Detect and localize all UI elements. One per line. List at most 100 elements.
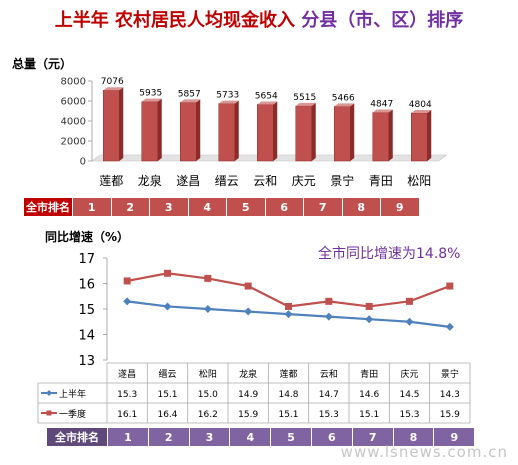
bar-top (411, 109, 432, 113)
rank-number: 4 (230, 428, 271, 446)
bar-side (196, 99, 201, 161)
data-label: 7076 (101, 77, 124, 87)
bar (372, 112, 389, 162)
data-point (445, 322, 454, 331)
data-point (324, 312, 333, 321)
bar-top (180, 99, 201, 103)
category-label: 遂昌 (118, 368, 136, 380)
rank-bar-label: 全市排名 (47, 428, 107, 446)
rank-number: 5 (227, 198, 265, 216)
table-value: 14.6 (359, 390, 379, 400)
rank-number: 8 (342, 198, 380, 216)
category-label: 景宁 (330, 173, 354, 188)
y-tick-label: 16 (78, 278, 95, 293)
series-line (126, 272, 451, 308)
table-value: 15.1 (278, 410, 298, 420)
bar-top (218, 100, 239, 104)
bar (411, 112, 428, 162)
data-label: 5515 (293, 93, 316, 103)
category-label: 龙泉 (239, 368, 257, 380)
y-tick-label: 0 (80, 157, 86, 168)
bar-top (141, 98, 162, 102)
category-label: 松阳 (199, 368, 217, 380)
y-tick-label: 2000 (61, 137, 86, 148)
bar (141, 101, 158, 162)
table-value: 14.3 (440, 390, 460, 400)
category-label: 云和 (320, 369, 338, 380)
data-point (325, 297, 333, 305)
rank-number: 3 (150, 198, 188, 216)
data-point (203, 305, 212, 313)
title-part-2: 农村居民人均现金收入 (115, 10, 295, 31)
bar-side (234, 100, 239, 161)
legend-marker (46, 410, 52, 416)
category-label: 缙云 (158, 368, 176, 380)
bar (257, 104, 274, 162)
bar-top (295, 102, 316, 106)
y-tick-label: 15 (78, 303, 95, 318)
bar (334, 106, 351, 162)
page-title: 上半年 农村居民人均现金收入 分县（市、区）排序 (0, 6, 518, 32)
rank-number: 1 (108, 428, 148, 446)
bar-chart-ylabel: 总量（元） (12, 57, 73, 71)
data-label: 4804 (409, 100, 432, 110)
data-label: 5857 (178, 89, 201, 99)
category-label: 景宁 (441, 368, 459, 380)
bar-side (427, 109, 432, 161)
data-point (285, 302, 292, 310)
rank-number: 3 (189, 428, 230, 446)
category-label: 青田 (369, 174, 393, 188)
table-value: 15.9 (440, 410, 460, 420)
rank-number: 7 (352, 428, 393, 446)
data-point (446, 282, 454, 290)
bar-side (119, 87, 124, 161)
category-label: 庆元 (292, 174, 316, 188)
data-point (365, 302, 373, 310)
rank-bar-label: 全市排名 (24, 198, 72, 216)
table-value: 16.2 (198, 410, 218, 420)
rank-number: 2 (111, 198, 149, 216)
y-tick-label: 17 (78, 252, 95, 267)
bar-side (273, 101, 278, 161)
table-value: 15.0 (198, 390, 218, 400)
data-label: 5654 (255, 91, 278, 101)
category-label: 遂昌 (176, 174, 200, 188)
bar-top (257, 101, 278, 105)
rank-number: 9 (434, 428, 475, 446)
bar-top (103, 87, 124, 91)
category-label: 松阳 (407, 174, 431, 188)
bar-side (350, 103, 355, 161)
bar-side (388, 109, 393, 161)
data-point (405, 317, 414, 326)
table-value: 14.8 (278, 390, 298, 400)
data-label: 4847 (370, 100, 393, 110)
table-value: 14.9 (238, 390, 258, 400)
bar-top (372, 109, 393, 113)
y-tick-label: 14 (78, 329, 95, 344)
line-chart-title: 全市同比增速为14.8% (318, 246, 461, 262)
data-point (163, 302, 172, 311)
legend-marker (46, 390, 52, 396)
y-tick-label: 6000 (61, 97, 86, 108)
title-part-1: 上半年 (54, 10, 109, 31)
category-label: 青田 (360, 368, 378, 380)
watermark: www.lsnews.com.cn (340, 443, 508, 461)
rank-number: 1 (73, 198, 111, 216)
data-label: 5935 (139, 89, 162, 99)
bar-side (311, 102, 316, 161)
rank-number: 2 (148, 428, 189, 446)
data-label: 5733 (216, 91, 239, 101)
rank-number: 5 (271, 428, 311, 446)
bar-chart: 0 2000 4000 6000 8000 7076 莲都 5935 龙泉 5857 遂昌 5733 缙… (61, 77, 448, 188)
table-value: 16.1 (117, 410, 137, 420)
rank-number: 7 (304, 198, 342, 216)
bar (295, 105, 312, 162)
table-value: 16.4 (157, 410, 177, 420)
table-value: 15.1 (157, 390, 177, 400)
data-point (244, 307, 253, 316)
table-value: 15.3 (117, 390, 137, 400)
rank-number: 6 (265, 198, 303, 216)
